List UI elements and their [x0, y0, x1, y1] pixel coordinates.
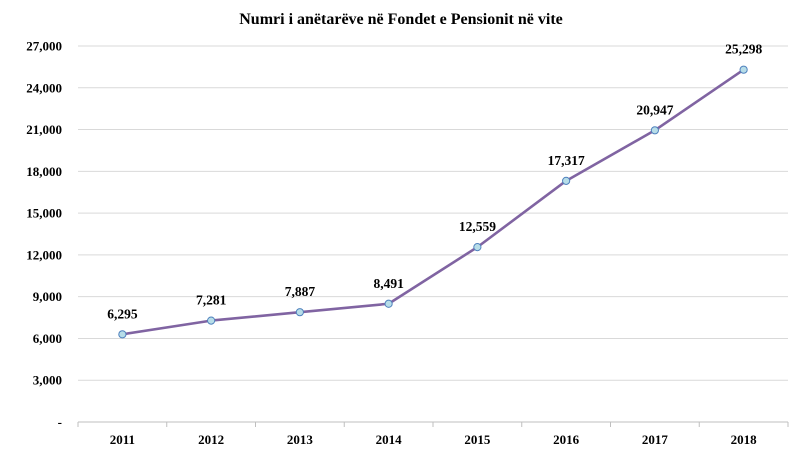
data-point [295, 308, 304, 317]
label-layer: 6,295 7,281 7,887 8,491 12,559 17,317 20,947 25… [107, 42, 762, 322]
grid-layer [78, 45, 788, 381]
y-tick-label: 18,000 [26, 164, 62, 179]
data-point [473, 243, 482, 252]
y-tick-label: 12,000 [26, 247, 62, 262]
axis-layer: - 3,000 6,000 9,000 12,000 15,000 18,000 21,000… [26, 39, 789, 447]
data-point [739, 65, 748, 74]
y-tick-label: 6,000 [33, 331, 62, 346]
data-label: 8,491 [373, 276, 404, 291]
x-tick-label: 2016 [553, 432, 580, 447]
y-tick-label: 15,000 [26, 206, 62, 221]
data-point [384, 299, 393, 308]
x-tick-label: 2018 [731, 432, 758, 447]
y-tick-label: 3,000 [33, 373, 62, 388]
x-tick-label: 2011 [110, 432, 135, 447]
data-label: 17,317 [548, 153, 585, 168]
y-tick-label: - [58, 415, 62, 430]
y-tick-label: 21,000 [26, 122, 62, 137]
data-label: 12,559 [459, 219, 496, 234]
chart-title: Numri i anëtarëve në Fondet e Pensionit … [239, 11, 563, 28]
series-line [122, 68, 745, 336]
x-tick-label: 2014 [376, 432, 403, 447]
y-tick-label: 24,000 [26, 80, 62, 95]
y-tick-label: 9,000 [33, 289, 62, 304]
data-label: 20,947 [636, 102, 673, 117]
data-label: 7,281 [196, 293, 227, 308]
data-point [118, 330, 127, 339]
series-layer [118, 65, 748, 339]
data-label: 25,298 [725, 42, 762, 57]
data-label: 6,295 [107, 306, 138, 321]
x-tick-label: 2017 [642, 432, 669, 447]
x-tick-label: 2015 [464, 432, 491, 447]
y-tick-label: 27,000 [26, 39, 62, 54]
data-point [207, 316, 216, 325]
x-tick-label: 2012 [198, 432, 224, 447]
x-tick-label: 2013 [287, 432, 314, 447]
data-point [562, 176, 571, 185]
data-point [650, 126, 659, 135]
data-label: 7,887 [285, 284, 316, 299]
